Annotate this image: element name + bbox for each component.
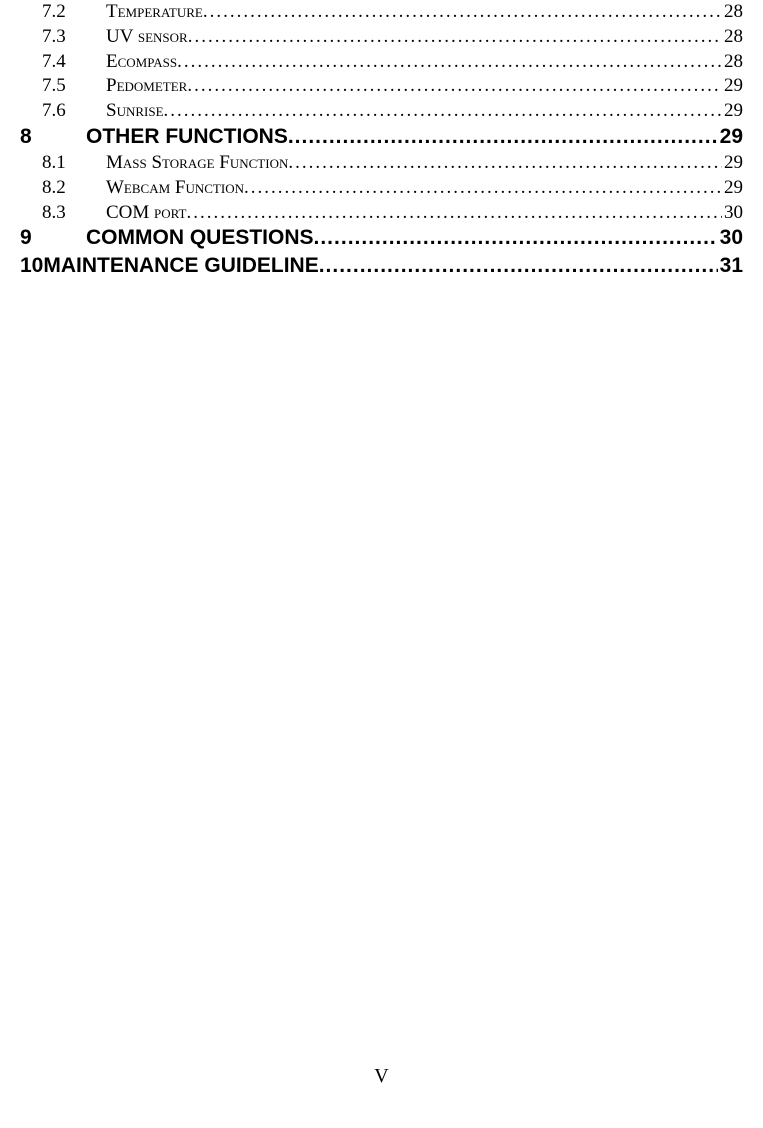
- toc-page-number: 28: [722, 0, 743, 24]
- toc-leader-dots: ........................................…: [288, 151, 722, 175]
- toc-title: UV sensor: [106, 25, 188, 49]
- toc-page-number: 28: [722, 50, 743, 74]
- toc-page-number: 29: [722, 151, 743, 175]
- page-number-footer: V: [0, 1065, 763, 1088]
- toc-entry: 7.4 Ecompass ...........................…: [20, 50, 743, 74]
- toc-title: Sunrise: [106, 99, 164, 123]
- toc-number: 7.2: [42, 0, 106, 24]
- toc-title: Mass Storage Function: [106, 151, 288, 175]
- toc-page-number: 30: [722, 201, 743, 225]
- toc-page-number: 31: [718, 253, 743, 279]
- toc-number: 7.4: [42, 50, 106, 74]
- toc-entry: 7.2 Temperature ........................…: [20, 0, 743, 24]
- toc-entry: 7.3 UV sensor ..........................…: [20, 25, 743, 49]
- toc-leader-dots: ........................................…: [288, 124, 718, 150]
- toc-page-number: 29: [718, 124, 743, 150]
- toc-number: 8.3: [42, 201, 106, 225]
- toc-title: OTHER FUNCTIONS: [86, 124, 288, 150]
- toc-leader-dots: ........................................…: [187, 74, 722, 98]
- toc-title: COMMON QUESTIONS: [86, 225, 314, 251]
- toc-entry: 8.3 COM port ...........................…: [20, 201, 743, 225]
- toc-number: 8.1: [42, 151, 106, 175]
- toc-leader-dots: ........................................…: [203, 0, 722, 24]
- toc-title: Temperature: [106, 0, 203, 24]
- toc-entry: 7.5 Pedometer ..........................…: [20, 74, 743, 98]
- toc-leader-dots: ........................................…: [188, 25, 722, 49]
- toc-number: 7.6: [42, 99, 106, 123]
- toc-entry: 7.6 Sunrise ............................…: [20, 99, 743, 123]
- toc-number: 7.5: [42, 74, 106, 98]
- toc-number: 8.2: [42, 176, 106, 200]
- toc-title: MAINTENANCE GUIDELINE: [43, 253, 318, 279]
- table-of-contents: 7.2 Temperature ........................…: [20, 0, 743, 279]
- toc-leader-dots: ........................................…: [187, 201, 723, 225]
- toc-leader-dots: ........................................…: [177, 50, 722, 74]
- toc-number: 10: [20, 253, 43, 279]
- toc-entry-heading: 10 MAINTENANCE GUIDELINE ...............…: [20, 253, 743, 279]
- toc-leader-dots: ........................................…: [314, 225, 718, 251]
- toc-page-number: 29: [722, 176, 743, 200]
- toc-page-number: 29: [722, 99, 743, 123]
- toc-leader-dots: ........................................…: [244, 176, 722, 200]
- toc-entry: 8.1 Mass Storage Function ..............…: [20, 151, 743, 175]
- toc-title: Webcam Function: [106, 176, 244, 200]
- toc-page-number: 30: [718, 225, 743, 251]
- toc-title: Ecompass: [106, 50, 177, 74]
- toc-number: 8: [20, 124, 86, 150]
- toc-entry-heading: 8 OTHER FUNCTIONS ......................…: [20, 124, 743, 150]
- toc-page-number: 28: [722, 25, 743, 49]
- toc-leader-dots: ........................................…: [319, 253, 718, 279]
- toc-leader-dots: ........................................…: [164, 99, 722, 123]
- toc-page-number: 29: [722, 74, 743, 98]
- toc-entry: 8.2 Webcam Function ....................…: [20, 176, 743, 200]
- toc-number: 7.3: [42, 25, 106, 49]
- toc-title: Pedometer: [106, 74, 187, 98]
- toc-entry-heading: 9 COMMON QUESTIONS .....................…: [20, 225, 743, 251]
- toc-title: COM port: [106, 201, 187, 225]
- toc-number: 9: [20, 225, 86, 251]
